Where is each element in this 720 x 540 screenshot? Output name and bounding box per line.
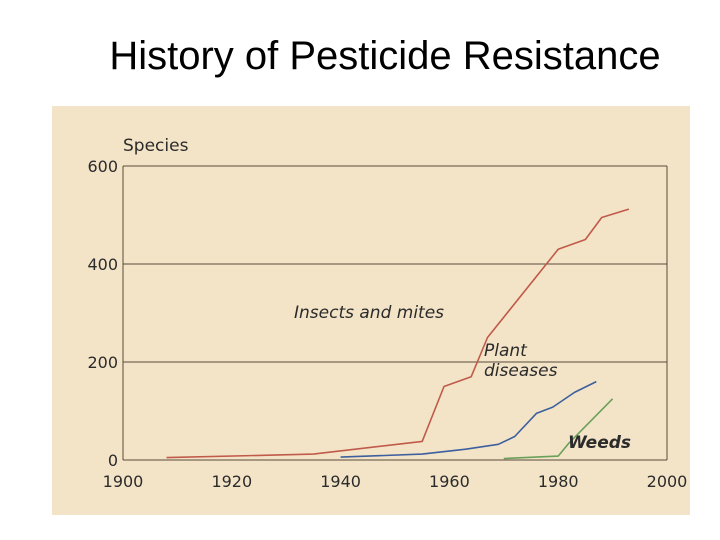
series-label-line: diseases — [484, 361, 558, 381]
axis-layer: 0 200 400 600 1900 1920 1940 1960 1980 2000 — [87, 157, 687, 491]
series-label-line: Plant — [484, 341, 528, 361]
y-tick-label: 600 — [87, 157, 118, 176]
grid-layer — [122, 165, 668, 461]
x-tick-label: 1900 — [103, 472, 144, 491]
x-tick-label: 1960 — [429, 472, 470, 491]
series-line-weeds — [503, 398, 614, 460]
chart: 0 200 400 600 1900 1920 1940 1960 1980 2000 Speci… — [52, 106, 690, 515]
x-tick-label: 1920 — [211, 472, 252, 491]
slide-title: History of Pesticide Resistance — [109, 34, 661, 78]
chart-svg: 0 200 400 600 1900 1920 1940 1960 1980 2000 Speci… — [52, 106, 690, 515]
series-label-weeds: Weeds — [568, 433, 631, 453]
y-axis-label: Species — [123, 136, 189, 156]
series-label-insects-and-mites: Insects and mites — [294, 303, 444, 323]
x-tick-label: 2000 — [647, 472, 688, 491]
series-label-plant-diseases: Plant diseases — [484, 341, 558, 381]
y-tick-label: 400 — [87, 255, 118, 274]
y-tick-label: 0 — [108, 451, 118, 470]
x-tick-label: 1980 — [538, 472, 579, 491]
series-line-insects-and-mites — [166, 208, 630, 459]
x-tick-label: 1940 — [320, 472, 361, 491]
series-line-plant-diseases — [340, 380, 597, 458]
y-tick-label: 200 — [87, 353, 118, 372]
series-layer — [166, 208, 630, 460]
